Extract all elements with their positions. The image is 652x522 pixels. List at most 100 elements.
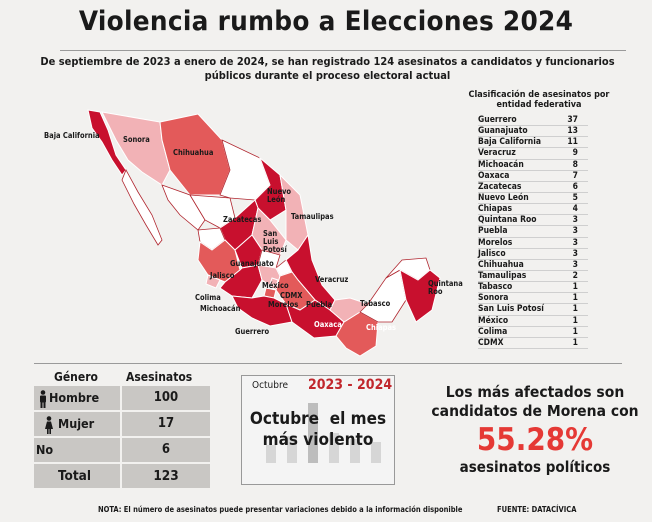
- october-bar-chart: [260, 403, 381, 463]
- region-campeche: [359, 269, 407, 323]
- entity-value: 1: [572, 304, 578, 315]
- label-oaxaca: Oaxaca: [314, 320, 342, 329]
- entity-name: Zacatecas: [478, 181, 522, 192]
- divider: [34, 363, 622, 364]
- entity-name: Veracruz: [478, 148, 516, 159]
- entity-name: Tabasco: [478, 282, 513, 293]
- list-item: Tabasco 1: [478, 282, 588, 294]
- footer-source: FUENTE: DATACÍVICA: [497, 505, 577, 514]
- list-item: Quintana Roo 3: [478, 215, 588, 227]
- october-headline-line-1: Octubre el mes: [249, 409, 387, 429]
- entity-value: 1: [572, 293, 578, 304]
- list-item: Colima 1: [478, 327, 588, 338]
- october-bar: [350, 439, 360, 463]
- entity-name: CDMX: [478, 337, 504, 348]
- row-label: Mujer: [34, 412, 120, 436]
- label-jalisco: Jalisco: [210, 271, 235, 280]
- entity-name: Guanajuato: [478, 126, 528, 137]
- entity-value: 13: [567, 126, 578, 137]
- subtitle-line-1: De septiembre de 2023 a enero de 2024, s…: [40, 55, 615, 68]
- region-baja-california: [87, 109, 127, 176]
- region-baja-california-sur: [121, 169, 163, 246]
- october-headline: Octubre el mes más violento: [242, 409, 394, 451]
- entity-name: Oaxaca: [478, 170, 510, 181]
- list-item: Baja California 11: [478, 137, 588, 149]
- entity-value: 5: [572, 192, 578, 203]
- region-quintana-roo: [399, 269, 441, 323]
- list-item: México 1: [478, 316, 588, 327]
- label-michoacan: Michoacán: [200, 304, 241, 313]
- row-label: No disponible: [34, 438, 120, 481]
- classification-list: Guerrero 37 Guanajuato 13 Baja California 11 V…: [478, 115, 588, 349]
- label-zacatecas: Zacatecas: [223, 215, 262, 224]
- table-row: No disponible 6: [34, 438, 210, 481]
- october-bar: [308, 403, 318, 463]
- october-years-label: 2023 - 2024: [308, 377, 393, 393]
- subtitle: De septiembre de 2023 a enero de 2024, s…: [40, 55, 615, 83]
- list-item: Tamaulipas 2: [478, 270, 588, 283]
- row-value: 6: [122, 438, 210, 462]
- classification-title: Clasificación de asesinatos por entidad …: [468, 90, 610, 110]
- list-item: San Luis Potosí 1: [478, 304, 588, 316]
- entity-value: 3: [572, 259, 578, 270]
- entity-value: 3: [572, 226, 578, 237]
- entity-value: 1: [572, 326, 578, 337]
- list-item: Chiapas 4: [478, 204, 588, 216]
- label-sonora: Sonora: [123, 135, 150, 144]
- list-item: Nuevo León 5: [478, 192, 588, 205]
- list-item: Morelos 3: [478, 238, 588, 249]
- row-value: 17: [122, 412, 210, 436]
- list-item: Guerrero 37: [478, 115, 588, 127]
- list-item: Veracruz 9: [478, 148, 588, 160]
- table-row-total: Total 123: [34, 464, 210, 488]
- morena-highlight: Los más afectados son candidatos de More…: [425, 383, 645, 476]
- row-label: Total: [34, 464, 120, 488]
- highlight-line-2: candidatos de Morena con: [431, 402, 639, 420]
- label-morelos: Morelos: [268, 300, 299, 309]
- entity-value: 11: [567, 137, 578, 148]
- list-item: Oaxaca 7: [478, 171, 588, 182]
- entity-value: 4: [572, 204, 578, 215]
- entity-value: 1: [572, 282, 578, 293]
- entity-name: Nuevo León: [478, 192, 529, 203]
- region-cdmx: [269, 277, 279, 287]
- region-colima: [205, 274, 221, 289]
- list-item: Michoacán 8: [478, 160, 588, 171]
- subtitle-line-2: públicos durante el proceso electoral ac…: [204, 69, 451, 82]
- entity-value: 6: [572, 181, 578, 192]
- entity-name: Guerrero: [478, 115, 517, 125]
- entity-value: 2: [572, 270, 578, 281]
- label-tabasco: Tabasco: [360, 299, 391, 308]
- list-item: Sonora 1: [478, 293, 588, 305]
- entity-name: Colima: [478, 326, 508, 337]
- entity-name: San Luis Potosí: [478, 304, 544, 315]
- gender-table-header: Género Asesinatos: [34, 368, 210, 386]
- label-colima: Colima: [195, 293, 221, 302]
- mexico-map-shape: [87, 109, 441, 357]
- col-genero: Género: [54, 370, 98, 384]
- entity-name: Quintana Roo: [478, 215, 537, 226]
- entity-value: 8: [572, 159, 578, 170]
- table-row: Mujer 17: [34, 412, 210, 436]
- list-item: Chihuahua 3: [478, 260, 588, 271]
- label-san-luis-potosi: San Luis Potosí: [263, 229, 287, 254]
- entity-value: 37: [567, 115, 578, 125]
- label-chiapas: Chiapas: [366, 323, 397, 332]
- october-headline-line-2: más violento: [262, 430, 374, 450]
- label-tamaulipas: Tamaulipas: [291, 212, 334, 221]
- entity-name: Puebla: [478, 226, 508, 237]
- footer-note: NOTA: El número de asesinatos puede pres…: [98, 505, 463, 514]
- highlight-line-3: asesinatos políticos: [459, 458, 611, 476]
- entity-value: 9: [572, 148, 578, 159]
- entity-value: 3: [572, 248, 578, 259]
- list-item: Jalisco 3: [478, 249, 588, 260]
- row-label: Hombre: [34, 386, 120, 410]
- row-value: 123: [122, 464, 210, 488]
- entity-name: Jalisco: [478, 248, 506, 259]
- october-bar: [266, 445, 276, 463]
- mexico-map: Baja California Sonora Chihuahua Nuevo L…: [30, 100, 463, 370]
- list-item: Puebla 3: [478, 226, 588, 238]
- label-puebla: Puebla: [306, 300, 333, 309]
- label-veracruz: Veracruz: [315, 275, 349, 284]
